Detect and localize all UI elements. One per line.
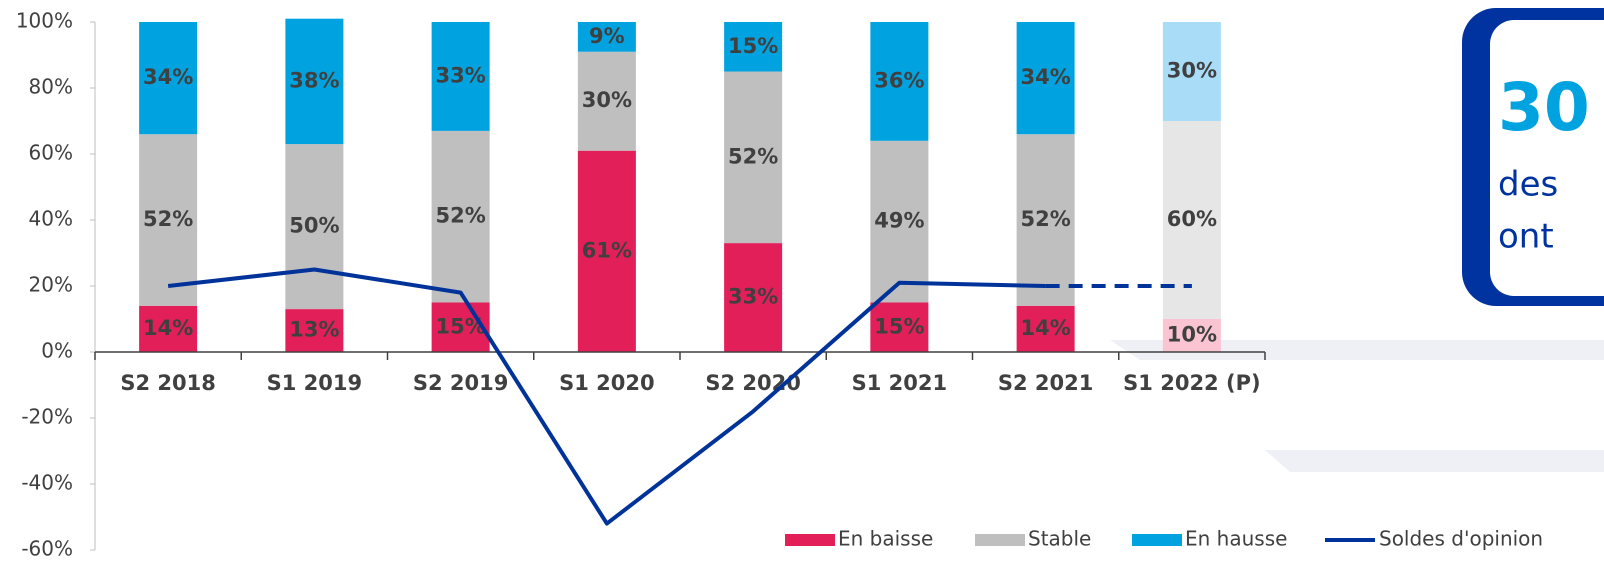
- y-tick-label: 0%: [41, 339, 73, 363]
- legend-label: En hausse: [1185, 527, 1287, 551]
- callout-text: ont: [1498, 217, 1554, 257]
- y-tick-label: -20%: [21, 405, 73, 429]
- x-tick-label: S2 2021: [998, 371, 1094, 395]
- bar-segment: [870, 302, 929, 352]
- data-label: 14%: [143, 316, 193, 340]
- callout-box: [1490, 20, 1604, 296]
- data-label: 15%: [728, 34, 778, 58]
- data-label: 14%: [1020, 316, 1070, 340]
- data-label: 50%: [289, 214, 339, 238]
- decor: 30 des ont: [1110, 8, 1604, 472]
- line-series: [167, 267, 1046, 526]
- bar-segment: [577, 150, 636, 352]
- x-tick-label: S1 2019: [267, 371, 363, 395]
- data-label: 52%: [728, 144, 778, 168]
- y-tick-label: -40%: [21, 471, 73, 495]
- legend-swatch: [975, 534, 1025, 546]
- legend-swatch: [1132, 534, 1182, 546]
- data-label: 33%: [435, 63, 485, 87]
- data-label: 9%: [589, 24, 625, 48]
- bar-segment: [577, 22, 636, 52]
- bar-segment: [724, 22, 783, 72]
- y-tick-label: 80%: [29, 75, 73, 99]
- callout-text: des: [1498, 165, 1558, 205]
- bar-segment: [1162, 22, 1221, 121]
- banner: [1110, 340, 1604, 360]
- bar-segment: [285, 309, 344, 352]
- callout-number: 30: [1498, 69, 1590, 146]
- bar-segment: [139, 22, 198, 135]
- data-label: 60%: [1167, 207, 1217, 231]
- y-tick-label: 100%: [16, 9, 73, 33]
- bar-segment: [431, 22, 490, 131]
- data-label: 10%: [1167, 323, 1217, 347]
- y-tick-label: 40%: [29, 207, 73, 231]
- banner: [1265, 450, 1604, 472]
- bar-segment: [139, 134, 198, 306]
- bar-segment: [724, 243, 783, 352]
- bar-segment: [724, 71, 783, 244]
- x-tick-label: S1 2022 (P): [1123, 371, 1260, 395]
- legend-label: En baisse: [838, 527, 933, 551]
- data-label: 34%: [1020, 65, 1070, 89]
- x-tick-label: S1 2021: [852, 371, 948, 395]
- bar-segment: [1162, 319, 1221, 352]
- data-label: 15%: [874, 314, 924, 338]
- x-tick-label: S2 2019: [413, 371, 509, 395]
- bar-segment: [1016, 22, 1075, 135]
- bar-segment: [577, 51, 636, 151]
- bar-segment: [431, 130, 490, 303]
- data-label: 36%: [874, 68, 924, 92]
- x-tick-label: S2 2018: [120, 371, 216, 395]
- data-label: 52%: [1020, 207, 1070, 231]
- y-tick-label: 20%: [29, 273, 73, 297]
- bar-segment: [285, 18, 344, 145]
- y-tick-label: 60%: [29, 141, 73, 165]
- data-label: 61%: [582, 238, 632, 262]
- bar-segment: [285, 144, 344, 310]
- legend-label: Soldes d'opinion: [1379, 527, 1543, 551]
- bar-segment: [1016, 134, 1075, 306]
- bar-segment: [870, 140, 929, 303]
- data-label: 34%: [143, 65, 193, 89]
- legend-label: Stable: [1028, 527, 1091, 551]
- bar-segment: [139, 305, 198, 352]
- data-label: 33%: [728, 285, 778, 309]
- y-tick-label: -60%: [21, 537, 73, 561]
- legend-swatch: [785, 534, 835, 546]
- data-label: 13%: [289, 318, 339, 342]
- bar-segment: [870, 22, 929, 141]
- data-label: 52%: [435, 204, 485, 228]
- data-label: 30%: [1167, 59, 1217, 83]
- bar-segment: [1016, 305, 1075, 352]
- bar-segment: [431, 302, 490, 352]
- data-label: 30%: [582, 88, 632, 112]
- data-label: 52%: [143, 207, 193, 231]
- x-tick-label: S1 2020: [559, 371, 655, 395]
- data-label: 49%: [874, 209, 924, 233]
- data-label: 38%: [289, 68, 339, 92]
